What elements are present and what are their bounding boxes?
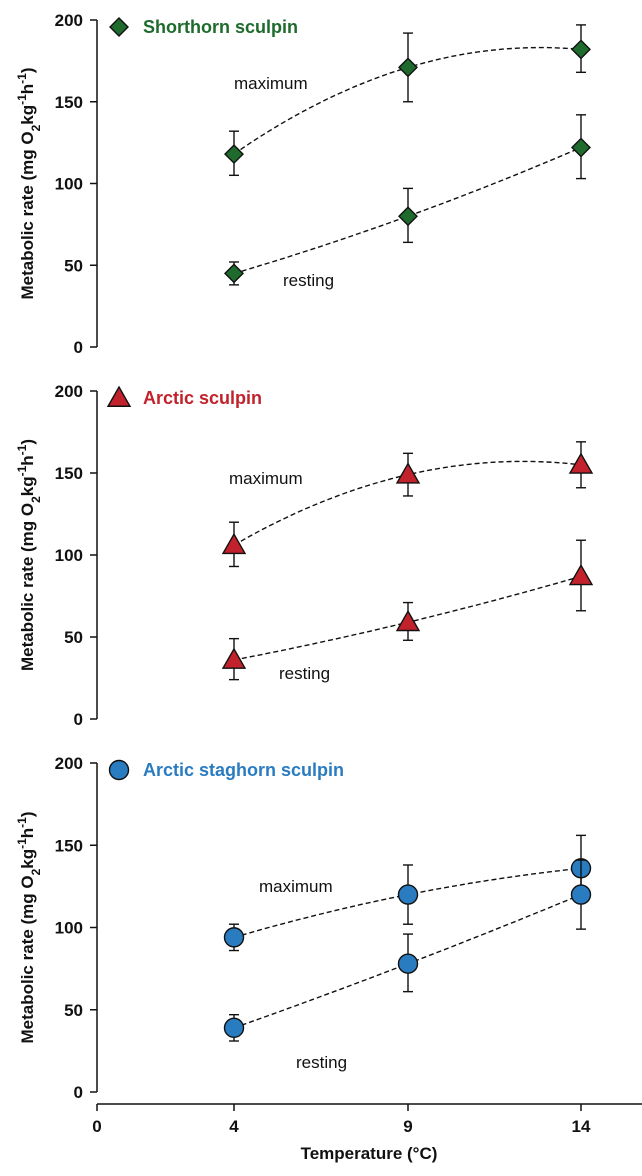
y-tick-label: 50 (64, 628, 83, 647)
y-axis-label-part: -1 (15, 817, 29, 828)
y-axis-label-part: ) (18, 67, 37, 73)
data-point-maximum (398, 57, 418, 78)
y-tick-label: 150 (55, 93, 83, 112)
data-point-maximum (223, 927, 245, 948)
series-label-resting: resting (296, 1053, 347, 1072)
y-axis-label-part: -1 (15, 94, 29, 105)
y-axis-label-part: -1 (15, 465, 29, 476)
y-axis-label-part: 2 (29, 868, 43, 875)
y-axis-label: Metabolic rate (mg O2kg-1h-1) (15, 811, 43, 1043)
legend-marker (106, 385, 132, 407)
y-tick-label: 200 (55, 754, 83, 773)
y-tick-label: 150 (55, 464, 83, 483)
data-point-resting (221, 647, 247, 669)
x-tick-label: 4 (229, 1117, 239, 1136)
y-axis-label-part: 2 (29, 496, 43, 503)
y-tick-label: 0 (74, 338, 83, 357)
y-tick-label: 100 (55, 919, 83, 938)
legend-marker (109, 17, 129, 37)
x-tick-label: 14 (572, 1117, 591, 1136)
series-label-maximum: maximum (259, 877, 333, 896)
y-axis-label: Metabolic rate (mg O2kg-1h-1) (15, 439, 43, 671)
data-point-resting (395, 609, 421, 632)
y-axis-label-part: ) (18, 811, 37, 817)
fit-line-resting (233, 146, 582, 275)
x-tick-label: 0 (92, 1117, 101, 1136)
series-label-maximum: maximum (229, 469, 303, 488)
data-point-maximum (397, 884, 419, 905)
data-point-resting (223, 1017, 245, 1039)
data-point-maximum (568, 452, 594, 474)
y-axis-label-part: h (18, 828, 37, 838)
data-point-resting (571, 137, 591, 158)
panel-title: Shorthorn sculpin (143, 17, 298, 37)
y-axis-label-part: kg (18, 476, 37, 496)
y-tick-label: 200 (55, 382, 83, 401)
y-axis-label-part: h (18, 84, 37, 94)
y-axis-label-part: kg (18, 105, 37, 125)
y-axis-label-part: Metabolic rate (mg O (18, 131, 37, 299)
y-axis-label-part: 2 (29, 124, 43, 131)
y-axis-label-part: kg (18, 849, 37, 869)
data-point-maximum (395, 462, 421, 484)
y-tick-label: 200 (55, 11, 83, 30)
x-axis-label: Temperature (°C) (301, 1144, 438, 1163)
data-point-resting (397, 953, 419, 974)
y-axis-label-part: ) (18, 439, 37, 445)
y-tick-label: 0 (74, 1083, 83, 1102)
y-tick-label: 50 (64, 1001, 83, 1020)
series-label-resting: resting (283, 271, 334, 290)
legend-marker (108, 759, 130, 781)
data-point-maximum (571, 39, 591, 60)
y-tick-label: 100 (55, 175, 83, 194)
y-axis-label-part: Metabolic rate (mg O (18, 875, 37, 1043)
series-label-maximum: maximum (234, 74, 308, 93)
data-point-resting (398, 206, 418, 227)
data-point-resting (568, 563, 594, 586)
y-tick-label: 50 (64, 256, 83, 275)
data-point-maximum (224, 144, 244, 165)
y-axis-label-part: -1 (15, 73, 29, 84)
y-tick-label: 100 (55, 546, 83, 565)
data-point-maximum (221, 532, 247, 555)
y-axis-label-part: h (18, 455, 37, 465)
x-tick-label: 9 (403, 1117, 412, 1136)
series-label-resting: resting (279, 664, 330, 683)
data-point-resting (224, 263, 244, 284)
y-axis-label-part: -1 (15, 444, 29, 455)
y-axis-label-part: -1 (15, 838, 29, 849)
y-tick-label: 0 (74, 710, 83, 729)
panel-title: Arctic staghorn sculpin (143, 760, 344, 780)
data-point-resting (570, 884, 592, 905)
y-axis-label: Metabolic rate (mg O2kg-1h-1) (15, 67, 43, 299)
panel-title: Arctic sculpin (143, 388, 262, 408)
y-tick-label: 150 (55, 836, 83, 855)
y-axis-label-part: Metabolic rate (mg O (18, 503, 37, 671)
